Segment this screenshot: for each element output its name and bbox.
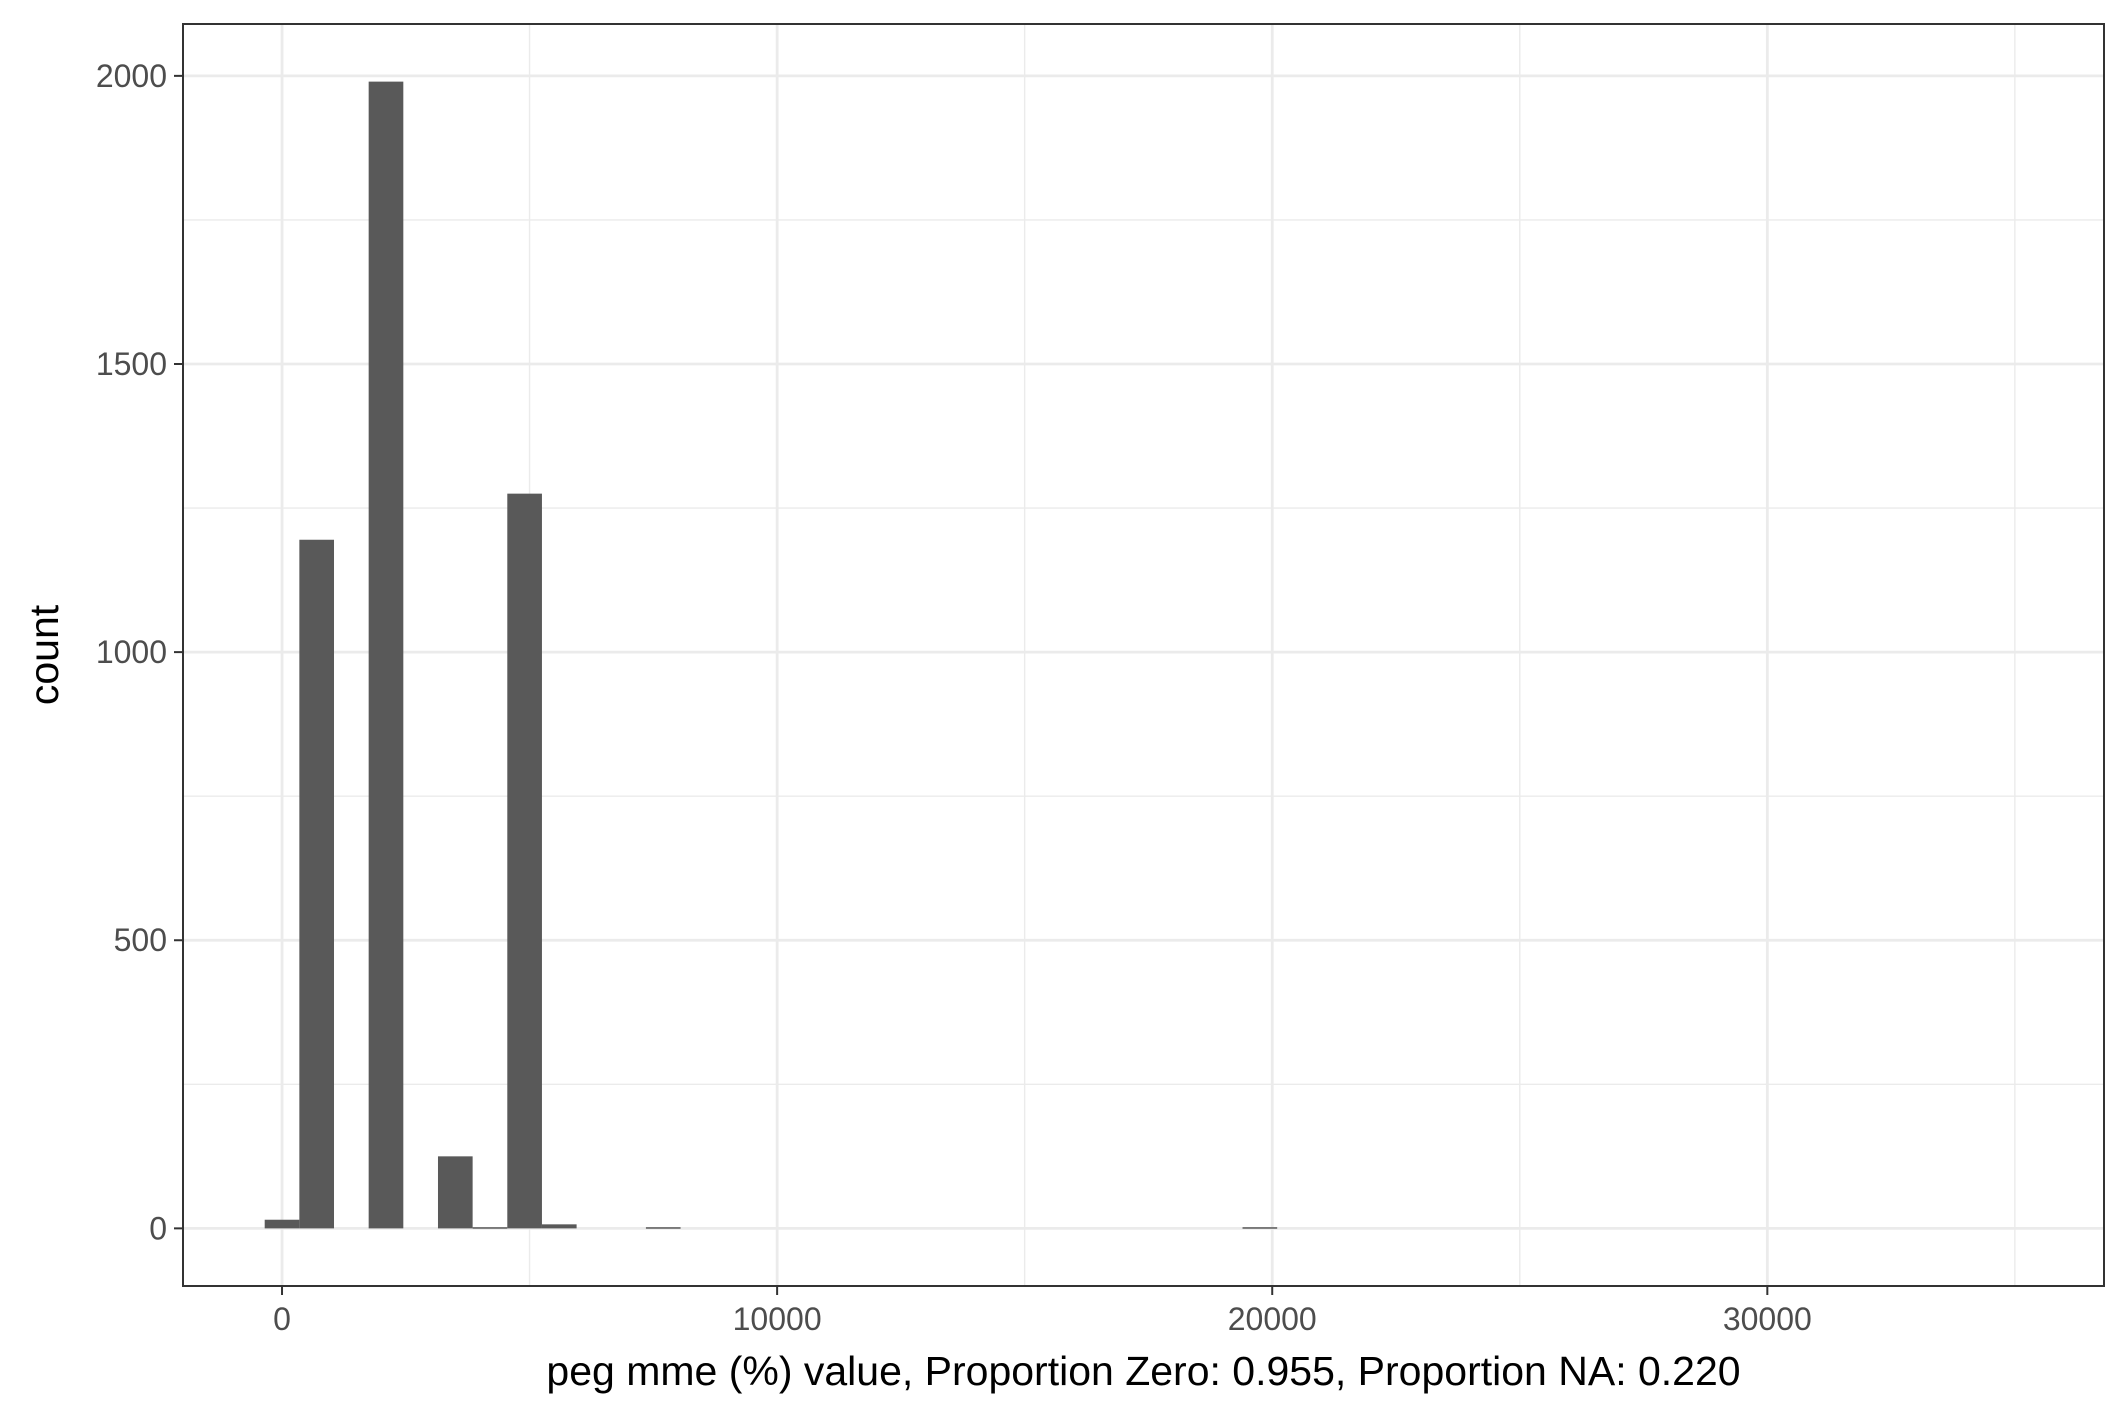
x-tick-label: 30000 (1723, 1301, 1812, 1337)
y-tick-label: 500 (114, 922, 167, 958)
x-tick-label: 10000 (733, 1301, 822, 1337)
histogram-bars (264, 81, 1278, 1229)
histogram-bar (264, 1219, 300, 1229)
histogram-bar (1242, 1227, 1278, 1229)
histogram-bar (645, 1227, 681, 1229)
x-axis-ticks: 0 10000 20000 30000 (273, 1286, 1812, 1337)
histogram-bar (299, 539, 335, 1229)
y-tick-label: 1500 (96, 346, 167, 382)
histogram-bar (507, 493, 542, 1229)
histogram-bar (368, 81, 404, 1229)
y-tick-label: 1000 (96, 634, 167, 670)
y-axis-title: count (21, 604, 67, 705)
y-tick-label: 2000 (96, 58, 167, 94)
x-tick-label: 0 (273, 1301, 291, 1337)
histogram-bar (472, 1227, 508, 1229)
major-gridlines (183, 24, 2104, 1286)
y-axis-ticks: 0 500 1000 1500 2000 (96, 58, 183, 1246)
minor-gridlines (183, 24, 2104, 1286)
histogram-bar (437, 1156, 473, 1229)
histogram-bar (541, 1224, 577, 1229)
y-tick-label: 0 (149, 1210, 167, 1246)
x-axis-title: peg mme (%) value, Proportion Zero: 0.95… (546, 1348, 1740, 1394)
x-tick-label: 20000 (1228, 1301, 1317, 1337)
panel-border (182, 23, 2105, 1287)
